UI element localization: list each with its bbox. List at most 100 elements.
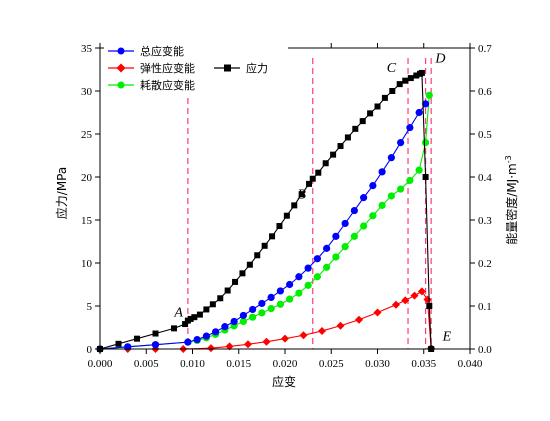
point-total-10 [249, 305, 257, 314]
point-stress-42 [418, 69, 425, 76]
point-total-5 [202, 332, 210, 340]
point-total-13 [276, 287, 284, 295]
point-stress-21 [283, 212, 290, 219]
point-stress-44 [426, 303, 433, 309]
y-left-tick-label-7: 35 [81, 43, 93, 55]
y-left-tick-label-2: 10 [81, 258, 93, 270]
y-axis-right-title-sup: -3 [504, 155, 513, 163]
point-dissipated-23 [369, 212, 377, 220]
y-right-tick-label-2: 0.2 [478, 258, 492, 270]
point-stress-31 [352, 125, 359, 132]
point-stress-5 [182, 321, 189, 328]
point-total-2 [151, 341, 160, 349]
point-total-8 [230, 317, 238, 326]
point-total-12 [267, 293, 275, 301]
point-stress-32 [359, 118, 366, 125]
point-stress-1 [115, 340, 122, 347]
point-dissipated-20 [341, 243, 349, 251]
x-tick-label-1: 0.005 [134, 358, 159, 370]
y-left-tick-label-0: 0 [87, 344, 93, 356]
x-tick-label-5: 0.025 [319, 358, 344, 370]
point-elastic-14 [392, 300, 400, 309]
point-stress-27 [322, 160, 329, 167]
point-stress-43 [422, 174, 429, 180]
tick-labels: 0.000 0.005 0.010 0.015 0.020 0.025 0.030 0.035… [81, 43, 492, 370]
point-dissipated-11 [258, 309, 266, 317]
x-tick-label-7: 0.035 [411, 358, 436, 370]
point-stress-38 [402, 77, 409, 84]
x-tick-label-6: 0.030 [365, 358, 390, 370]
point-stress-19 [269, 233, 276, 240]
point-stress-9 [196, 311, 203, 318]
point-elastic-11 [336, 321, 345, 330]
point-stress-34 [374, 103, 381, 110]
point-stress-39 [407, 75, 414, 82]
point-dissipated-9 [239, 317, 247, 326]
legend-marker-elastic [116, 63, 126, 73]
point-total-27 [406, 123, 414, 132]
point-stress-20 [276, 223, 283, 230]
x-tick-label-8: 0.040 [458, 358, 483, 370]
point-total-24 [378, 168, 386, 176]
point-total-21 [350, 206, 358, 215]
y-right-tick-label-3: 0.3 [478, 215, 492, 227]
point-total-9 [239, 311, 247, 320]
point-dissipated-22 [360, 222, 368, 230]
point-stress-26 [315, 169, 322, 176]
point-stress-2 [134, 335, 140, 342]
point-label-d: D [434, 52, 445, 67]
point-label-e: E [442, 329, 452, 344]
point-elastic-9 [299, 331, 308, 340]
point-elastic-15 [401, 296, 410, 305]
point-dissipated-17 [313, 273, 321, 281]
point-label-b: B [297, 188, 306, 203]
point-stress-22 [291, 202, 298, 209]
point-dissipated-30 [425, 91, 433, 99]
legend-label-stress: 应力 [246, 61, 268, 75]
y-left-tick-label-4: 20 [81, 172, 93, 184]
legend-label-dissipated: 耗散应变能 [140, 78, 195, 92]
point-stress-28 [330, 151, 337, 158]
point-dissipated-15 [295, 289, 303, 297]
legend-marker-stress [224, 64, 231, 72]
point-dissipated-13 [276, 300, 284, 308]
point-elastic-7 [262, 337, 271, 346]
y-right-tick-label-0: 0.0 [478, 344, 492, 356]
point-stress-3 [152, 330, 159, 337]
point-stress-36 [389, 88, 396, 94]
point-dissipated-19 [332, 253, 340, 261]
point-elastic-10 [318, 326, 326, 335]
point-stress-33 [367, 110, 374, 117]
y-right-tick-label-5: 0.5 [478, 129, 492, 141]
point-dissipated-29 [422, 139, 430, 147]
point-dissipated-14 [286, 295, 294, 303]
y-right-tick-label-4: 0.4 [478, 172, 492, 184]
point-total-15 [295, 273, 303, 281]
point-total-23 [369, 182, 377, 190]
point-stress-11 [209, 301, 216, 308]
point-dissipated-18 [323, 263, 331, 271]
point-total-29 [422, 100, 430, 108]
point-label-a: A [173, 305, 183, 320]
point-total-18 [323, 244, 331, 252]
point-total-6 [212, 328, 220, 336]
point-stress-7 [187, 315, 194, 322]
point-stress-37 [396, 81, 403, 88]
point-labels: A B C D E [173, 52, 451, 345]
point-stress-23 [298, 191, 305, 198]
point-stress-13 [224, 287, 231, 294]
legend-box [104, 40, 288, 96]
point-dissipated-28 [415, 166, 423, 174]
y-left-tick-label-1: 5 [87, 301, 93, 313]
point-stress-10 [203, 306, 210, 313]
point-total-19 [332, 232, 340, 240]
x-tick-label-2: 0.010 [180, 358, 205, 370]
point-total-11 [258, 299, 266, 308]
point-total-17 [313, 255, 321, 263]
legend: 总应变能 弹性应变能 耗散应变能 应力 [104, 40, 288, 96]
y-right-tick-label-6: 0.6 [478, 86, 492, 98]
point-stress-8 [191, 314, 198, 321]
point-dissipated-24 [378, 201, 386, 209]
point-elastic-16 [410, 291, 419, 300]
x-tick-label-0: 0.000 [88, 358, 113, 370]
